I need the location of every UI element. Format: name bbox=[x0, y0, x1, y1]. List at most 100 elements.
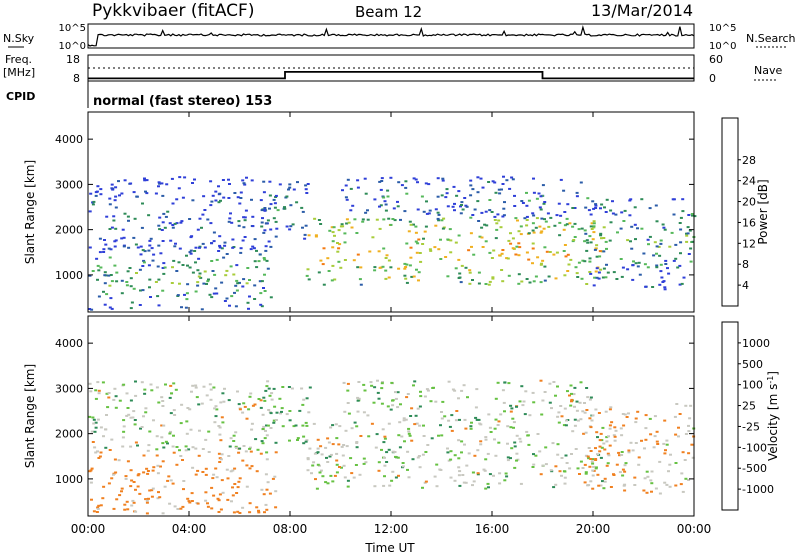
velocity-cell-5 bbox=[605, 440, 609, 443]
power-cell-4 bbox=[479, 177, 483, 180]
power-cell-5 bbox=[626, 239, 630, 242]
velocity-cell-0 bbox=[147, 497, 150, 500]
velocity-cell-4 bbox=[579, 418, 583, 421]
power-cell-3 bbox=[532, 280, 536, 283]
power-cell-3 bbox=[356, 253, 360, 256]
power-cell-3 bbox=[384, 269, 388, 272]
power-cell-3 bbox=[404, 277, 408, 280]
velocity-cell-1 bbox=[149, 383, 153, 386]
velocity-cell-4 bbox=[575, 409, 579, 412]
velocity-cell-4 bbox=[566, 390, 569, 393]
power-cell-1 bbox=[107, 247, 111, 250]
power-cell-0 bbox=[260, 305, 264, 308]
velocity-cell-0 bbox=[217, 499, 221, 502]
power-cell-1 bbox=[92, 200, 96, 203]
velocity-cell-1 bbox=[263, 437, 267, 440]
velocity-cell-0 bbox=[131, 499, 135, 502]
power-cell-1 bbox=[264, 245, 268, 248]
velocity-cell-1 bbox=[245, 417, 249, 420]
power-cell-3 bbox=[359, 283, 363, 286]
velocity-cell-5 bbox=[663, 452, 667, 455]
power-cell-4 bbox=[511, 178, 515, 181]
velocity-cell-5 bbox=[665, 483, 669, 486]
velocity-cell-4 bbox=[426, 389, 430, 392]
power-cell-3 bbox=[472, 253, 476, 256]
velocity-cell-4 bbox=[418, 405, 422, 408]
velocity-cell-3 bbox=[587, 457, 591, 460]
power-cell-5 bbox=[636, 227, 639, 230]
velocity-cell-3 bbox=[421, 486, 424, 489]
velocity-colorbar-tick-label: 1000 bbox=[742, 337, 770, 350]
time-axis-label: Time UT bbox=[364, 541, 415, 554]
power-cell-3 bbox=[539, 281, 543, 284]
velocity-cell-5 bbox=[649, 433, 653, 436]
velocity-cell-1 bbox=[107, 392, 111, 394]
velocity-cell-5 bbox=[623, 413, 627, 416]
power-cell-2 bbox=[261, 217, 264, 220]
velocity-cell-1 bbox=[223, 387, 226, 390]
power-cell-0 bbox=[125, 281, 129, 283]
power-cell-0 bbox=[214, 287, 218, 290]
power-cell-3 bbox=[322, 247, 326, 250]
velocity-cell-1 bbox=[191, 446, 195, 449]
velocity-cell-5 bbox=[643, 447, 646, 450]
power-cell-3 bbox=[331, 240, 335, 243]
power-cell-0 bbox=[262, 257, 266, 259]
velocity-cell-3 bbox=[326, 437, 330, 440]
power-cell-1 bbox=[223, 241, 227, 244]
velocity-cell-0 bbox=[97, 504, 101, 507]
velocity-cell-3 bbox=[486, 482, 490, 485]
power-cell-0 bbox=[253, 260, 257, 263]
power-cell-1 bbox=[230, 221, 234, 224]
velocity-cell-3 bbox=[591, 462, 595, 465]
velocity-cell-0 bbox=[176, 508, 180, 510]
power-cell-3 bbox=[516, 219, 519, 222]
power-cell-3 bbox=[336, 250, 340, 253]
power-cell-5 bbox=[659, 263, 663, 266]
power-cell-1 bbox=[218, 192, 222, 195]
power-cell-3 bbox=[387, 217, 391, 220]
velocity-cell-3 bbox=[601, 426, 605, 429]
velocity-cell-3 bbox=[541, 464, 545, 467]
power-cell-1 bbox=[158, 182, 162, 185]
velocity-cell-0 bbox=[220, 479, 224, 482]
power-cell-3 bbox=[345, 222, 349, 225]
velocity-cell-3 bbox=[469, 427, 473, 430]
power-cell-5 bbox=[646, 266, 650, 269]
power-cell-4 bbox=[532, 214, 536, 217]
velocity-cell-3 bbox=[335, 463, 339, 466]
power-cell-1 bbox=[179, 221, 183, 224]
power-cell-3 bbox=[440, 219, 444, 222]
velocity-cell-5 bbox=[650, 490, 653, 493]
velocity-cell-5 bbox=[684, 404, 688, 407]
velocity-cell-3 bbox=[506, 425, 510, 428]
velocity-cell-0 bbox=[167, 475, 171, 478]
power-cell-4 bbox=[425, 200, 428, 203]
velocity-cell-5 bbox=[680, 472, 684, 475]
velocity-cell-4 bbox=[409, 415, 413, 417]
velocity-cell-1 bbox=[160, 424, 164, 427]
power-cell-4 bbox=[349, 187, 353, 190]
power-cell-0 bbox=[96, 278, 99, 281]
power-cell-3 bbox=[382, 218, 386, 221]
power-cell-1 bbox=[206, 218, 210, 221]
power-cell-3 bbox=[381, 265, 385, 268]
velocity-cell-4 bbox=[552, 381, 556, 383]
power-cell-1 bbox=[114, 239, 118, 242]
velocity-cell-5 bbox=[687, 430, 691, 433]
velocity-cell-3 bbox=[387, 422, 391, 425]
velocity-cell-1 bbox=[194, 386, 198, 389]
velocity-cell-1 bbox=[185, 432, 189, 435]
power-cell-0 bbox=[113, 264, 117, 267]
velocity-cell-1 bbox=[132, 410, 136, 413]
velocity-cell-3 bbox=[329, 426, 333, 429]
velocity-cell-5 bbox=[644, 438, 648, 441]
power-cell-0 bbox=[245, 282, 249, 285]
power-cell-3 bbox=[495, 228, 499, 231]
power-cell-1 bbox=[188, 218, 192, 220]
power-cell-3 bbox=[517, 273, 521, 276]
velocity-cell-4 bbox=[583, 402, 586, 404]
power-cell-0 bbox=[151, 259, 155, 262]
power-cell-0 bbox=[188, 266, 192, 269]
